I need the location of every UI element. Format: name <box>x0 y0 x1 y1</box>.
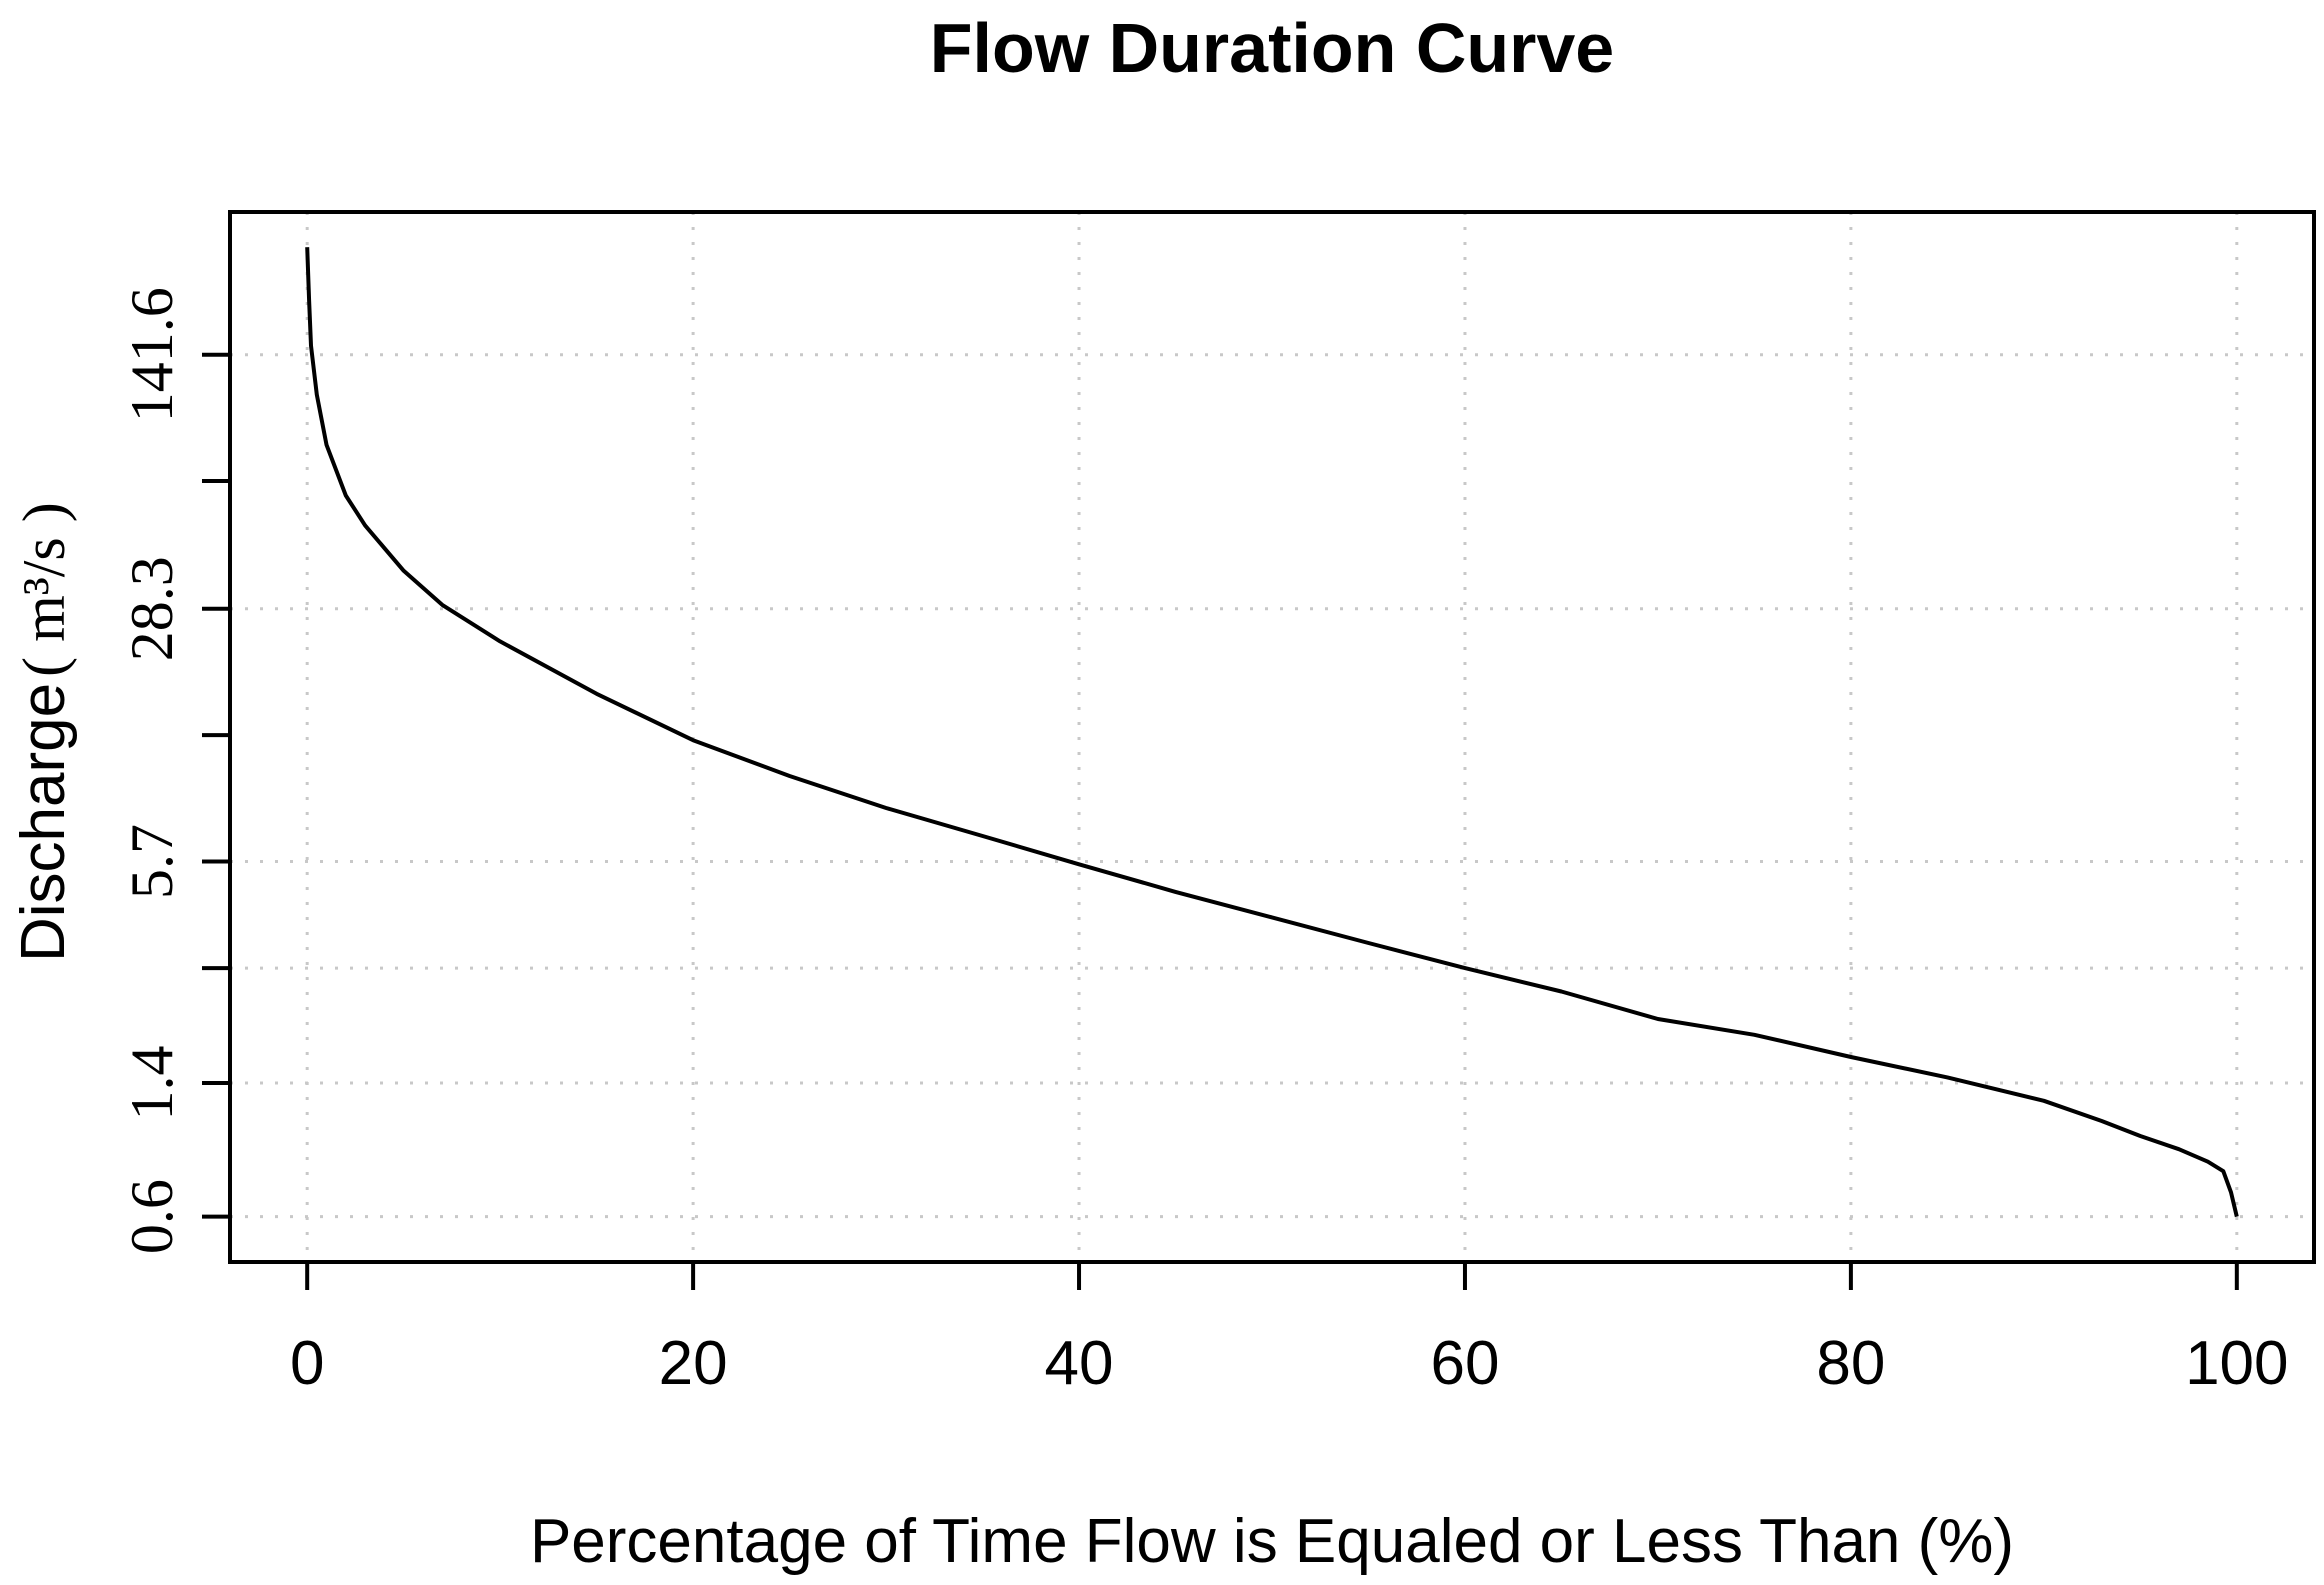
series-line-flow-duration <box>305 247 2239 1218</box>
x-tick-label-0: 0 <box>290 1329 324 1398</box>
y-axis: 0.6 1.4 5.7 28.3 141.6 <box>119 287 232 1254</box>
x-axis: 0 20 40 60 80 100 <box>290 1260 2289 1398</box>
y-tick-label-28.3: 28.3 <box>119 556 185 661</box>
y-axis-label-unit: ( m³/s ) <box>11 502 77 677</box>
x-tick-label-20: 20 <box>659 1329 728 1398</box>
x-axis-label: Percentage of Time Flow is Equaled or Le… <box>530 1507 2014 1576</box>
y-axis-label: Discharge( m³/s ) <box>9 502 78 962</box>
y-tick-label-0.6: 0.6 <box>119 1179 185 1254</box>
x-tick-label-60: 60 <box>1430 1329 1499 1398</box>
chart-title: Flow Duration Curve <box>930 9 1614 87</box>
plot-frame <box>228 210 2316 1264</box>
y-tick-label-141.6: 141.6 <box>119 287 185 422</box>
x-tick-label-40: 40 <box>1045 1329 1114 1398</box>
y-axis-label-text: Discharge <box>9 683 78 962</box>
y-tick-label-5.7: 5.7 <box>119 824 185 899</box>
grid-layer <box>230 212 2314 1262</box>
y-tick-label-1.4: 1.4 <box>119 1045 185 1120</box>
x-tick-label-80: 80 <box>1816 1329 1885 1398</box>
x-tick-label-100: 100 <box>2185 1329 2288 1398</box>
